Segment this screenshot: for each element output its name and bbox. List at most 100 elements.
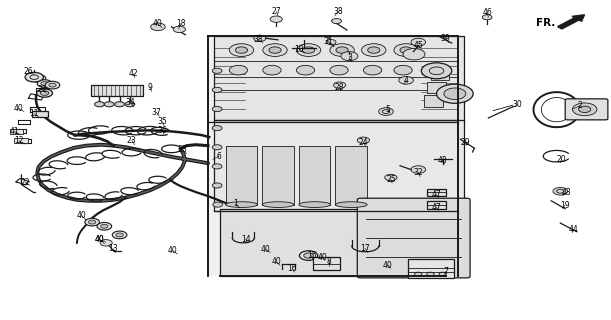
Circle shape: [31, 75, 46, 82]
Text: 34: 34: [125, 98, 135, 107]
Text: 29: 29: [461, 138, 470, 147]
Circle shape: [104, 102, 114, 107]
Text: 40: 40: [318, 253, 327, 262]
Text: 31: 31: [324, 37, 334, 46]
Bar: [220, 209, 445, 276]
Text: 37: 37: [152, 108, 161, 117]
Bar: [214, 36, 464, 122]
Circle shape: [269, 47, 281, 53]
Circle shape: [336, 47, 348, 53]
Bar: [431, 69, 449, 80]
Bar: [91, 85, 143, 96]
Text: 8: 8: [326, 257, 331, 266]
Bar: [262, 146, 294, 204]
Text: 40: 40: [168, 246, 177, 255]
Circle shape: [411, 38, 426, 46]
Circle shape: [173, 26, 185, 33]
Circle shape: [296, 65, 315, 75]
Text: 16: 16: [287, 264, 297, 274]
Circle shape: [89, 220, 96, 224]
Text: 19: 19: [560, 201, 569, 210]
Circle shape: [263, 44, 287, 56]
Circle shape: [362, 44, 386, 56]
Circle shape: [379, 108, 393, 116]
Text: 40: 40: [261, 245, 271, 254]
Bar: [299, 146, 331, 204]
Text: 2: 2: [577, 101, 582, 110]
Circle shape: [270, 16, 282, 22]
Bar: [428, 82, 445, 93]
Circle shape: [394, 65, 412, 75]
Circle shape: [439, 272, 446, 276]
Text: 43: 43: [562, 188, 571, 197]
Circle shape: [296, 44, 321, 56]
Text: 32: 32: [414, 168, 423, 177]
Bar: [428, 189, 445, 196]
Circle shape: [212, 164, 222, 169]
Text: 7: 7: [443, 267, 448, 276]
Circle shape: [334, 82, 346, 88]
Circle shape: [254, 35, 266, 42]
FancyBboxPatch shape: [357, 198, 470, 278]
Text: 15: 15: [307, 251, 316, 260]
Ellipse shape: [225, 202, 257, 207]
Text: 12: 12: [14, 136, 24, 145]
Circle shape: [212, 107, 222, 112]
Text: 39: 39: [441, 34, 450, 43]
Ellipse shape: [262, 202, 294, 207]
Bar: [32, 111, 48, 117]
Text: 40: 40: [383, 261, 393, 270]
Circle shape: [330, 65, 348, 75]
Circle shape: [115, 102, 125, 107]
Circle shape: [357, 137, 370, 143]
FancyArrow shape: [558, 15, 585, 29]
Circle shape: [332, 19, 342, 24]
Circle shape: [304, 253, 313, 258]
Circle shape: [125, 102, 135, 107]
Circle shape: [330, 44, 354, 56]
Bar: [408, 260, 453, 278]
Circle shape: [422, 63, 452, 79]
Circle shape: [579, 106, 591, 113]
Circle shape: [394, 44, 419, 56]
Text: 3: 3: [347, 53, 352, 62]
Text: 13: 13: [109, 244, 119, 253]
Ellipse shape: [299, 202, 331, 207]
Text: 22: 22: [20, 178, 30, 187]
Circle shape: [229, 65, 247, 75]
Bar: [214, 120, 464, 211]
Circle shape: [364, 65, 382, 75]
Circle shape: [299, 251, 318, 260]
Ellipse shape: [335, 202, 367, 207]
Text: 14: 14: [241, 235, 251, 244]
Text: 18: 18: [176, 19, 185, 28]
Text: 40: 40: [271, 258, 281, 267]
Text: 35: 35: [158, 117, 167, 126]
Bar: [425, 95, 442, 107]
Circle shape: [368, 47, 380, 53]
Text: 11: 11: [29, 109, 39, 118]
Text: 45: 45: [414, 41, 423, 50]
Text: 4: 4: [404, 76, 409, 85]
Circle shape: [437, 84, 473, 103]
Circle shape: [411, 166, 426, 173]
Text: 41: 41: [9, 127, 19, 136]
Circle shape: [95, 102, 104, 107]
Circle shape: [100, 240, 112, 246]
Circle shape: [101, 224, 108, 228]
Text: 1: 1: [233, 199, 238, 208]
Circle shape: [573, 103, 597, 116]
Text: 47: 47: [432, 203, 441, 212]
Text: 40: 40: [95, 235, 104, 244]
Circle shape: [427, 272, 434, 276]
Circle shape: [212, 183, 222, 188]
Bar: [313, 257, 340, 270]
Text: 40: 40: [14, 104, 24, 113]
Circle shape: [326, 40, 336, 45]
Text: 10: 10: [295, 44, 304, 54]
Circle shape: [482, 15, 492, 20]
Text: 30: 30: [513, 100, 522, 109]
Circle shape: [263, 65, 281, 75]
Text: 44: 44: [569, 225, 579, 234]
Bar: [208, 36, 464, 276]
